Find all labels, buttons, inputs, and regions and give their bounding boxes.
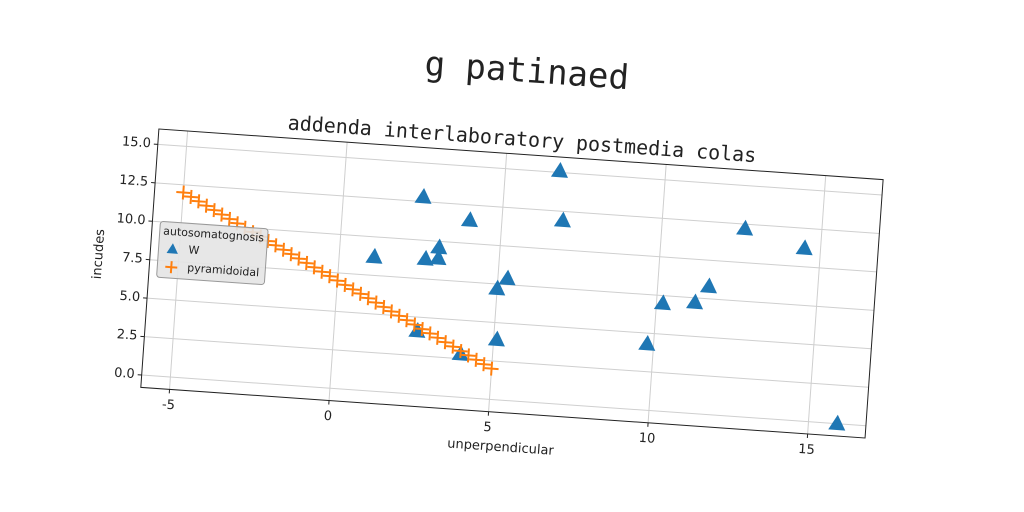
data-point bbox=[699, 277, 718, 294]
data-point bbox=[384, 304, 399, 319]
data-point bbox=[488, 279, 506, 296]
x-axis-label: unperpendicular bbox=[447, 436, 555, 458]
data-point bbox=[268, 238, 283, 253]
y-tick-label: 10.0 bbox=[116, 211, 146, 228]
data-point bbox=[322, 269, 337, 284]
y-tick-label: 2.5 bbox=[116, 327, 138, 343]
data-point bbox=[338, 277, 353, 293]
data-point bbox=[498, 269, 516, 286]
y-tick-label: 12.5 bbox=[119, 173, 149, 190]
grid-line bbox=[152, 220, 877, 273]
data-point bbox=[686, 293, 704, 310]
y-tick-label: 7.5 bbox=[122, 250, 144, 266]
data-point bbox=[276, 242, 291, 257]
data-point bbox=[430, 238, 448, 255]
data-point bbox=[828, 414, 846, 431]
plot-frame bbox=[140, 128, 884, 439]
legend-box bbox=[156, 221, 269, 286]
grid-line bbox=[157, 143, 883, 196]
data-point bbox=[415, 321, 430, 337]
legend-marker bbox=[166, 243, 178, 254]
data-point bbox=[199, 198, 214, 213]
data-point bbox=[469, 352, 484, 367]
grid-line bbox=[155, 182, 880, 234]
data-point bbox=[476, 357, 491, 372]
x-tick-label: 10 bbox=[638, 431, 656, 447]
data-point bbox=[183, 189, 199, 204]
data-point bbox=[453, 343, 468, 359]
chart-body: g patinaed addenda interlaboratory postm… bbox=[90, 44, 884, 459]
grid-line bbox=[807, 175, 827, 435]
data-point bbox=[484, 361, 499, 376]
data-point bbox=[638, 334, 656, 351]
data-point bbox=[176, 185, 191, 200]
data-point bbox=[422, 326, 437, 341]
data-point bbox=[653, 294, 671, 311]
data-point bbox=[368, 295, 384, 310]
data-point bbox=[461, 348, 476, 363]
data-point bbox=[365, 247, 383, 264]
data-point bbox=[795, 239, 813, 256]
data-point bbox=[414, 187, 432, 204]
y-tick-label: 5.0 bbox=[119, 289, 141, 305]
data-point bbox=[736, 219, 754, 236]
y-tick-label: 15.0 bbox=[121, 134, 151, 151]
data-point bbox=[345, 282, 360, 297]
data-point bbox=[291, 251, 306, 266]
legend-label: pyramidoidal bbox=[187, 261, 260, 279]
data-point bbox=[392, 308, 407, 323]
data-point bbox=[314, 264, 330, 279]
data-point bbox=[222, 211, 237, 226]
data-point bbox=[361, 291, 376, 306]
data-point bbox=[438, 335, 453, 350]
data-point bbox=[299, 255, 314, 271]
data-point bbox=[207, 203, 222, 218]
data-point bbox=[445, 339, 461, 354]
data-point bbox=[399, 313, 414, 328]
grid-line bbox=[147, 297, 872, 350]
y-axis-label: incudes bbox=[90, 228, 108, 279]
grid-line bbox=[647, 164, 667, 423]
x-tick-label: 15 bbox=[798, 442, 816, 458]
x-tick-label: -5 bbox=[161, 397, 175, 413]
data-point bbox=[429, 249, 447, 266]
y-tick-label: 0.0 bbox=[114, 366, 136, 382]
data-point bbox=[416, 249, 434, 266]
grid-line bbox=[328, 142, 348, 401]
grid-line bbox=[144, 336, 869, 388]
data-point bbox=[284, 247, 299, 262]
data-point bbox=[553, 211, 571, 228]
chart-suptitle: g patinaed bbox=[423, 44, 630, 98]
data-point bbox=[353, 286, 368, 301]
data-point bbox=[487, 330, 505, 347]
legend-label: W bbox=[188, 243, 200, 257]
data-point bbox=[460, 211, 478, 228]
data-point bbox=[376, 299, 391, 315]
x-tick-label: 0 bbox=[323, 409, 332, 425]
data-point bbox=[191, 194, 206, 209]
data-point bbox=[407, 317, 422, 332]
data-point bbox=[330, 273, 345, 288]
data-point bbox=[430, 330, 445, 345]
x-tick-label: 5 bbox=[483, 420, 492, 436]
data-point bbox=[307, 260, 322, 275]
grid-line bbox=[141, 374, 866, 427]
data-point bbox=[214, 207, 229, 222]
data-point bbox=[550, 161, 569, 178]
legend-marker bbox=[165, 261, 178, 274]
